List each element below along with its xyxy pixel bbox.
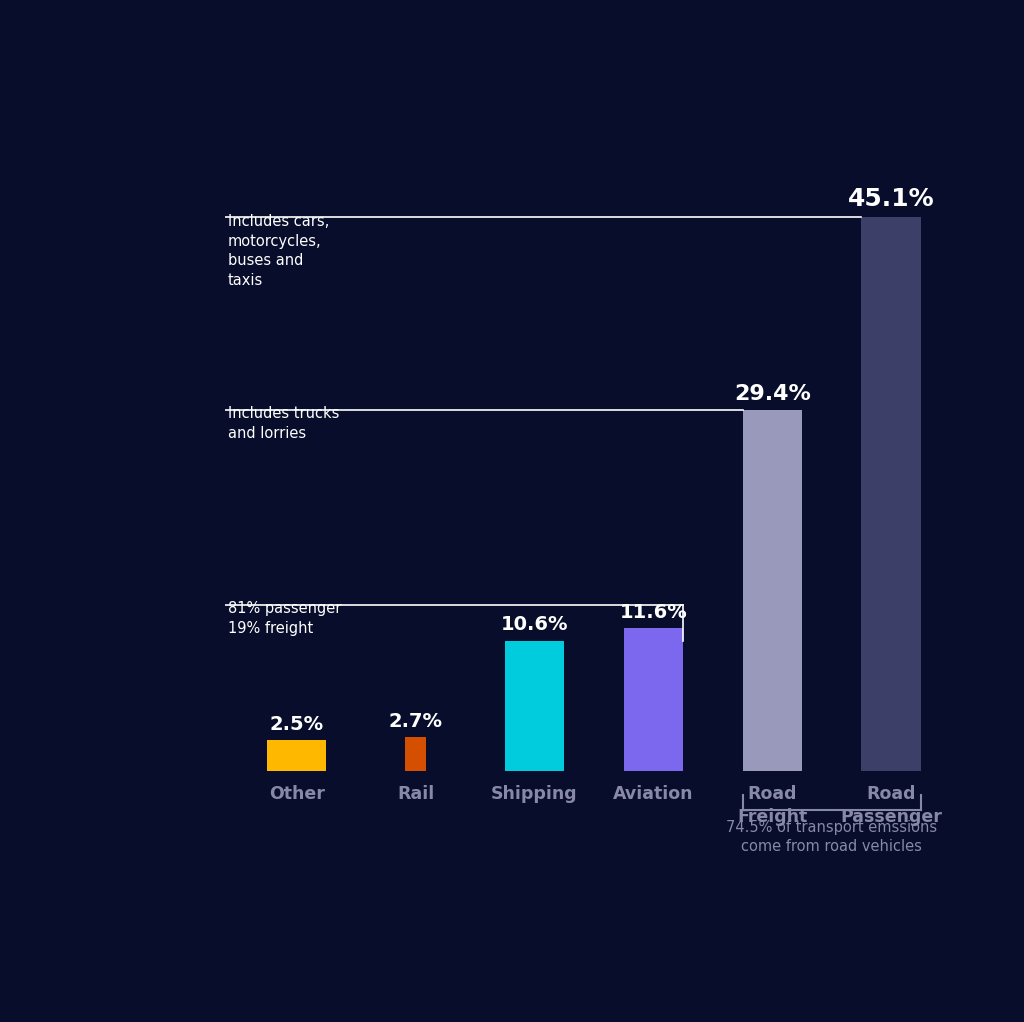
Text: 74.5% of transport emssions
come from road vehicles: 74.5% of transport emssions come from ro… bbox=[726, 820, 937, 854]
Text: Rail: Rail bbox=[397, 785, 434, 803]
Text: 2.7%: 2.7% bbox=[388, 712, 442, 732]
Text: Includes cars,
motorcycles,
buses and
taxis: Includes cars, motorcycles, buses and ta… bbox=[227, 214, 329, 288]
Text: Aviation: Aviation bbox=[613, 785, 693, 803]
Text: 29.4%: 29.4% bbox=[734, 384, 811, 404]
Bar bbox=[404, 738, 426, 771]
Text: 11.6%: 11.6% bbox=[620, 603, 687, 622]
Text: Shipping: Shipping bbox=[492, 785, 578, 803]
Text: Road
Freight: Road Freight bbox=[737, 785, 807, 826]
Text: Other: Other bbox=[268, 785, 325, 803]
Bar bbox=[742, 410, 802, 771]
Bar bbox=[624, 629, 683, 771]
Text: 10.6%: 10.6% bbox=[501, 615, 568, 635]
Bar bbox=[505, 641, 564, 771]
Text: Includes trucks
and lorries: Includes trucks and lorries bbox=[227, 407, 339, 442]
Text: 81% passenger
19% freight: 81% passenger 19% freight bbox=[227, 601, 341, 636]
Text: Road
Passenger: Road Passenger bbox=[841, 785, 942, 826]
Bar bbox=[861, 218, 921, 771]
Text: 45.1%: 45.1% bbox=[848, 187, 935, 212]
Text: 2.5%: 2.5% bbox=[269, 714, 324, 734]
Bar bbox=[267, 740, 327, 771]
